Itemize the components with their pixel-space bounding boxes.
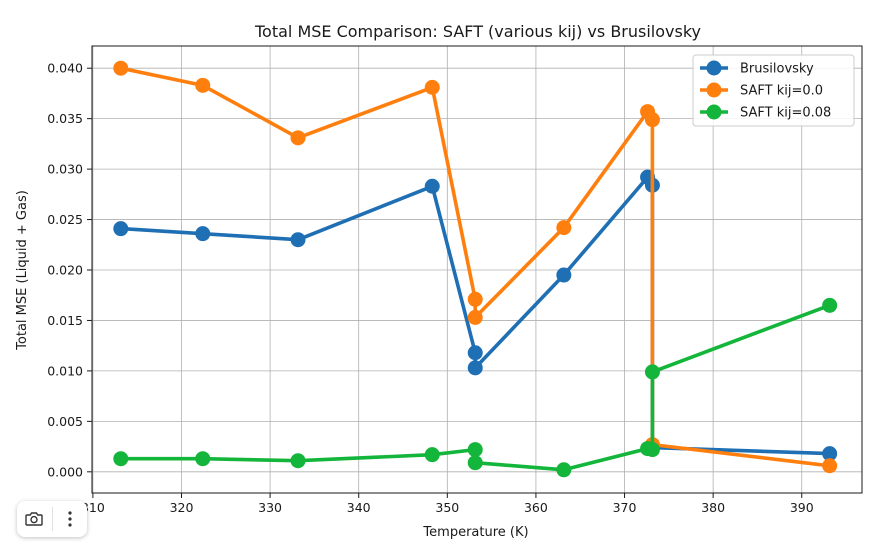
data-point (822, 297, 838, 313)
legend-label: SAFT kij=0.08 (740, 106, 831, 121)
data-point (644, 442, 660, 458)
y-tick-label: 0.020 (47, 263, 83, 278)
y-tick-label: 0.025 (47, 212, 83, 227)
data-point (424, 178, 440, 194)
camera-button[interactable] (17, 501, 52, 537)
chart-title: Total MSE Comparison: SAFT (various kij)… (254, 22, 701, 41)
legend-label: Brusilovsky (740, 62, 814, 77)
series-layer (113, 60, 838, 478)
y-tick-label: 0.005 (47, 414, 83, 429)
x-tick-label: 390 (790, 500, 814, 515)
x-axis-label: Temperature (K) (422, 525, 528, 540)
y-tick-label: 0.010 (47, 363, 83, 378)
data-point (195, 77, 211, 93)
data-point (467, 455, 483, 471)
camera-icon (25, 512, 43, 526)
data-point (644, 364, 660, 380)
data-point (556, 267, 572, 283)
data-point (467, 442, 483, 458)
data-point (556, 462, 572, 478)
x-tick-label: 320 (170, 500, 194, 515)
series-saft-kij-0-0 (113, 60, 838, 474)
image-toolbar (17, 501, 87, 537)
toolbar-divider (51, 507, 53, 531)
x-tick-label: 380 (701, 500, 725, 515)
y-tick-label: 0.000 (47, 464, 83, 479)
x-tick-label: 340 (347, 500, 371, 515)
data-point (556, 220, 572, 236)
y-axis-label: Total MSE (Liquid + Gas) (15, 190, 30, 351)
x-tick-label: 330 (258, 500, 282, 515)
more-options-button[interactable] (52, 501, 87, 537)
data-point (290, 453, 306, 469)
legend-item: Brusilovsky (700, 60, 814, 77)
legend-swatch-marker (706, 60, 722, 76)
x-tick-label: 370 (613, 500, 637, 515)
data-point (290, 130, 306, 146)
data-point (822, 458, 838, 474)
legend-item: SAFT kij=0.08 (700, 104, 831, 121)
data-point (424, 447, 440, 463)
data-point (644, 112, 660, 128)
data-point (113, 451, 129, 467)
y-tick-label: 0.030 (47, 162, 83, 177)
data-point (822, 446, 838, 462)
y-tick-label: 0.015 (47, 313, 83, 328)
series-saft-kij-0-08 (113, 297, 838, 478)
legend-swatch-marker (706, 104, 722, 120)
legend: Brusilovsky SAFT kij=0.0 SAFT kij=0.08 (692, 54, 855, 127)
x-tick-label: 350 (435, 500, 459, 515)
data-point (113, 60, 129, 76)
data-point (467, 309, 483, 325)
data-point (195, 226, 211, 242)
x-tick-label: 360 (524, 500, 548, 515)
data-point (290, 232, 306, 248)
data-point (467, 345, 483, 361)
y-tick-label: 0.035 (47, 111, 83, 126)
axis-ticks: 310 320 330 340 350 360 370 380 3900.0000.0050.0… (47, 61, 814, 515)
data-point (467, 291, 483, 307)
more-vertical-icon (68, 511, 72, 527)
series-line (119, 66, 832, 468)
data-point (113, 221, 129, 237)
legend-label: SAFT kij=0.0 (740, 84, 823, 99)
legend-item: SAFT kij=0.0 (700, 82, 823, 99)
y-tick-label: 0.040 (47, 61, 83, 76)
data-point (424, 79, 440, 95)
data-point (195, 451, 211, 467)
data-point (467, 360, 483, 376)
legend-box (692, 54, 855, 127)
plot-frame (91, 45, 863, 494)
legend-swatch-marker (706, 82, 722, 98)
